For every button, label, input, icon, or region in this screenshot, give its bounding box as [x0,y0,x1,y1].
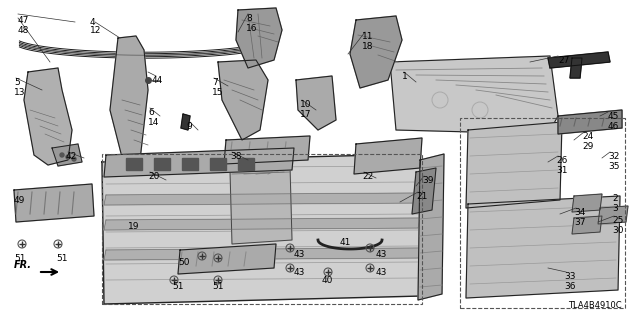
Polygon shape [236,8,282,68]
Text: 12: 12 [90,26,101,35]
Polygon shape [14,184,94,222]
Circle shape [66,155,70,159]
Text: 43: 43 [294,250,305,259]
Polygon shape [350,16,402,88]
Bar [238,158,254,170]
Polygon shape [104,248,420,260]
Text: TLA4B4910C: TLA4B4910C [568,301,622,310]
Polygon shape [572,194,602,212]
Polygon shape [110,36,148,165]
Text: 43: 43 [376,268,387,277]
Polygon shape [390,56,558,134]
Polygon shape [598,206,628,224]
Polygon shape [548,52,610,68]
Text: 9: 9 [186,122,192,131]
Text: 24
29: 24 29 [582,132,593,151]
Polygon shape [218,60,268,140]
Text: 8
16: 8 16 [246,14,257,33]
Text: 19: 19 [128,222,140,231]
Text: 33
36: 33 36 [564,272,575,292]
Text: 51: 51 [212,282,223,291]
Text: 11
18: 11 18 [362,32,374,52]
Bar [460,118,625,308]
Text: 38: 38 [230,152,241,161]
Text: 51: 51 [56,254,67,263]
Polygon shape [572,216,602,234]
Text: 32
35: 32 35 [608,152,620,172]
Polygon shape [558,110,622,134]
Polygon shape [570,58,582,78]
Text: 51: 51 [172,282,184,291]
Text: 2
3: 2 3 [612,194,618,213]
Text: 50: 50 [178,258,189,267]
Bar [210,158,226,170]
Text: 45
46: 45 46 [608,112,620,132]
Text: 49: 49 [14,196,26,205]
Text: 40: 40 [322,276,333,285]
Polygon shape [418,154,444,300]
Text: 6
14: 6 14 [148,108,159,127]
Polygon shape [224,136,310,164]
Text: 4: 4 [90,18,95,27]
Polygon shape [296,76,336,130]
Text: 21: 21 [416,192,428,201]
Polygon shape [104,148,294,177]
Polygon shape [466,196,620,298]
Polygon shape [466,122,562,208]
Circle shape [72,157,76,161]
Text: 10
17: 10 17 [300,100,312,119]
Text: 5
13: 5 13 [14,78,26,97]
Polygon shape [24,68,72,165]
Polygon shape [181,114,190,130]
Text: 39: 39 [422,176,433,185]
Circle shape [60,153,64,157]
Text: FR.: FR. [14,260,32,270]
Text: 26
31: 26 31 [556,156,568,175]
Polygon shape [178,244,276,274]
Text: 42: 42 [66,152,77,161]
Polygon shape [354,138,422,174]
Text: 20: 20 [148,172,159,181]
Text: 34
37: 34 37 [574,208,586,228]
Polygon shape [104,218,420,230]
Text: 25
30: 25 30 [612,216,623,236]
Polygon shape [102,154,422,304]
Text: 51: 51 [14,254,26,263]
Bar [182,158,198,170]
Bar [102,154,422,304]
Polygon shape [104,193,420,205]
Polygon shape [230,166,292,244]
Text: 27: 27 [558,56,570,65]
Polygon shape [412,168,436,214]
Text: 43: 43 [376,250,387,259]
Bar [126,158,142,170]
Text: 47
48: 47 48 [18,16,29,36]
Text: 41: 41 [340,238,351,247]
Text: 44: 44 [152,76,163,85]
Text: 43: 43 [294,268,305,277]
Text: 22: 22 [362,172,373,181]
Text: 7
15: 7 15 [212,78,223,97]
Bar [154,158,170,170]
Text: 1: 1 [402,72,408,81]
Polygon shape [52,144,82,166]
